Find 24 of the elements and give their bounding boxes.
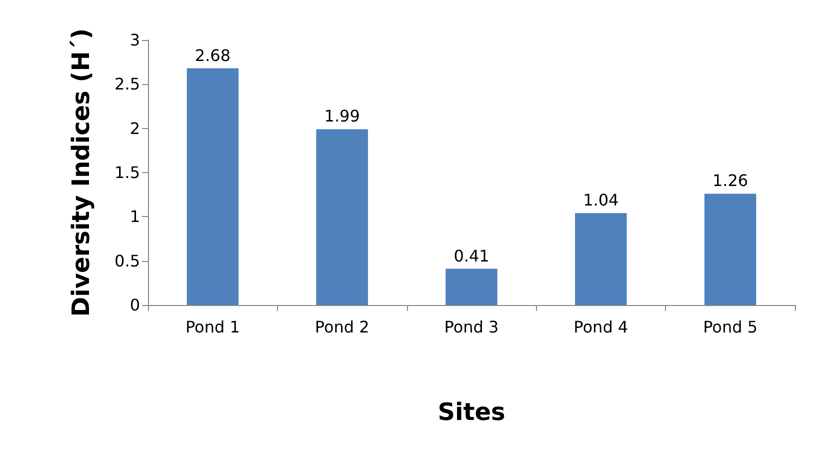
data-label: 1.99 (324, 106, 360, 126)
x-tick-label: Pond 2 (314, 318, 370, 336)
y-tick-label: 1.5 (114, 163, 140, 182)
x-tick-label: Pond 4 (574, 318, 628, 336)
y-tick-label: 2 (130, 118, 140, 138)
x-tick-label: Pond 5 (703, 318, 758, 336)
data-label: 1.04 (583, 190, 619, 210)
y-axis-title: Diversity Indices (H´) (67, 28, 95, 317)
y-tick-label: 3 (130, 30, 140, 50)
y-tick-label: 1 (130, 207, 140, 226)
y-tick-label: 2.5 (114, 74, 140, 94)
bar (186, 68, 239, 305)
bar (575, 213, 627, 305)
x-tick-label: Pond 1 (185, 318, 240, 336)
bar (446, 268, 498, 305)
x-tick-label: Pond 3 (444, 318, 499, 336)
y-tick-label: 0 (130, 296, 140, 314)
data-label: 1.26 (712, 171, 748, 190)
x-axis-title: Sites (438, 398, 506, 426)
y-tick-label: 0.5 (114, 251, 140, 270)
bar (316, 129, 368, 305)
bar (704, 194, 756, 305)
data-label: 2.68 (194, 46, 231, 65)
data-label: 0.41 (454, 246, 490, 266)
